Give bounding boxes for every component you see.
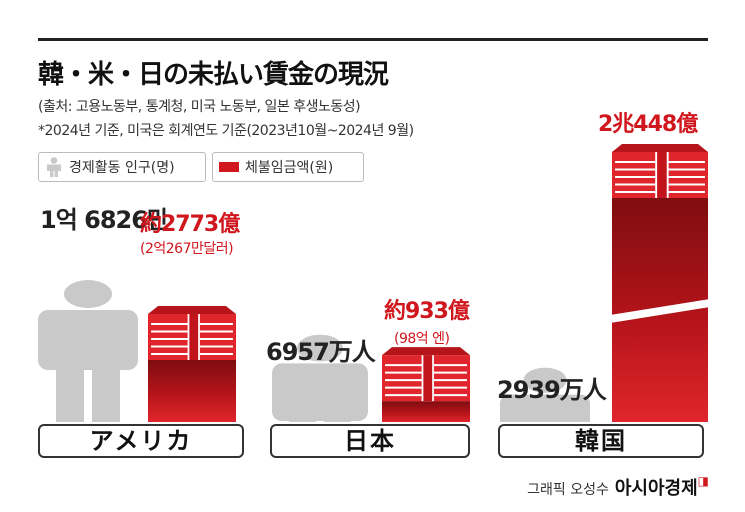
- money-stack-icon: [382, 347, 470, 402]
- legend-population-label: 경제활동 인구(명): [69, 160, 175, 176]
- wage-bar: [382, 347, 470, 422]
- money-stack-icon: [148, 306, 236, 360]
- wage-label-jp: 約933億: [384, 299, 470, 324]
- country-label-us: アメリカ: [38, 424, 244, 458]
- money-stack-icon: [612, 144, 708, 198]
- wage-sublabel-jp: (98억 엔): [394, 331, 450, 347]
- wage-label-kr: 2兆448億: [598, 112, 698, 137]
- basis-note: *2024년 기준, 미국은 회계연도 기준(2023년10월~2024년 9월…: [38, 123, 414, 139]
- wage-bar-body: [382, 401, 470, 422]
- wage-bar: [148, 306, 236, 422]
- person-icon: [500, 367, 590, 422]
- money-stack-icon: [219, 162, 239, 172]
- top-rule: [38, 38, 708, 41]
- country-label-jp: 日本: [270, 424, 470, 458]
- brand-logo: 아시아경제: [614, 478, 698, 499]
- legend-wage-label: 체불임금액(원): [245, 160, 334, 176]
- person-icon: [272, 334, 368, 423]
- wage-bar-body: [148, 360, 236, 422]
- person-icon: [47, 157, 61, 177]
- axis-break-mark: [610, 299, 710, 324]
- population-label-jp: 6957万人: [266, 338, 376, 366]
- legend-population: 경제활동 인구(명): [38, 152, 206, 182]
- legend-wage: 체불임금액(원): [212, 152, 364, 182]
- wage-sublabel-us: (2억267만달러): [140, 241, 234, 257]
- chart-title: 韓・米・日の未払い賃金の現況: [38, 60, 389, 90]
- person-icon: [38, 280, 138, 422]
- credit: 그래픽 오성수 아시아경제◨: [527, 474, 709, 500]
- brand-mark-icon: ◨: [697, 474, 709, 488]
- population-label-kr: 2939万人: [497, 376, 607, 404]
- wage-bar: [610, 144, 710, 422]
- population-label-us: 1억 6826만: [40, 206, 169, 234]
- country-label-kr: 韓国: [498, 424, 704, 458]
- source-note: (출처: 고용노동부, 통계청, 미국 노동부, 일본 후생노동성): [38, 99, 361, 115]
- wage-label-us: 約2773億: [140, 212, 240, 237]
- credit-label: 그래픽 오성수: [527, 482, 609, 498]
